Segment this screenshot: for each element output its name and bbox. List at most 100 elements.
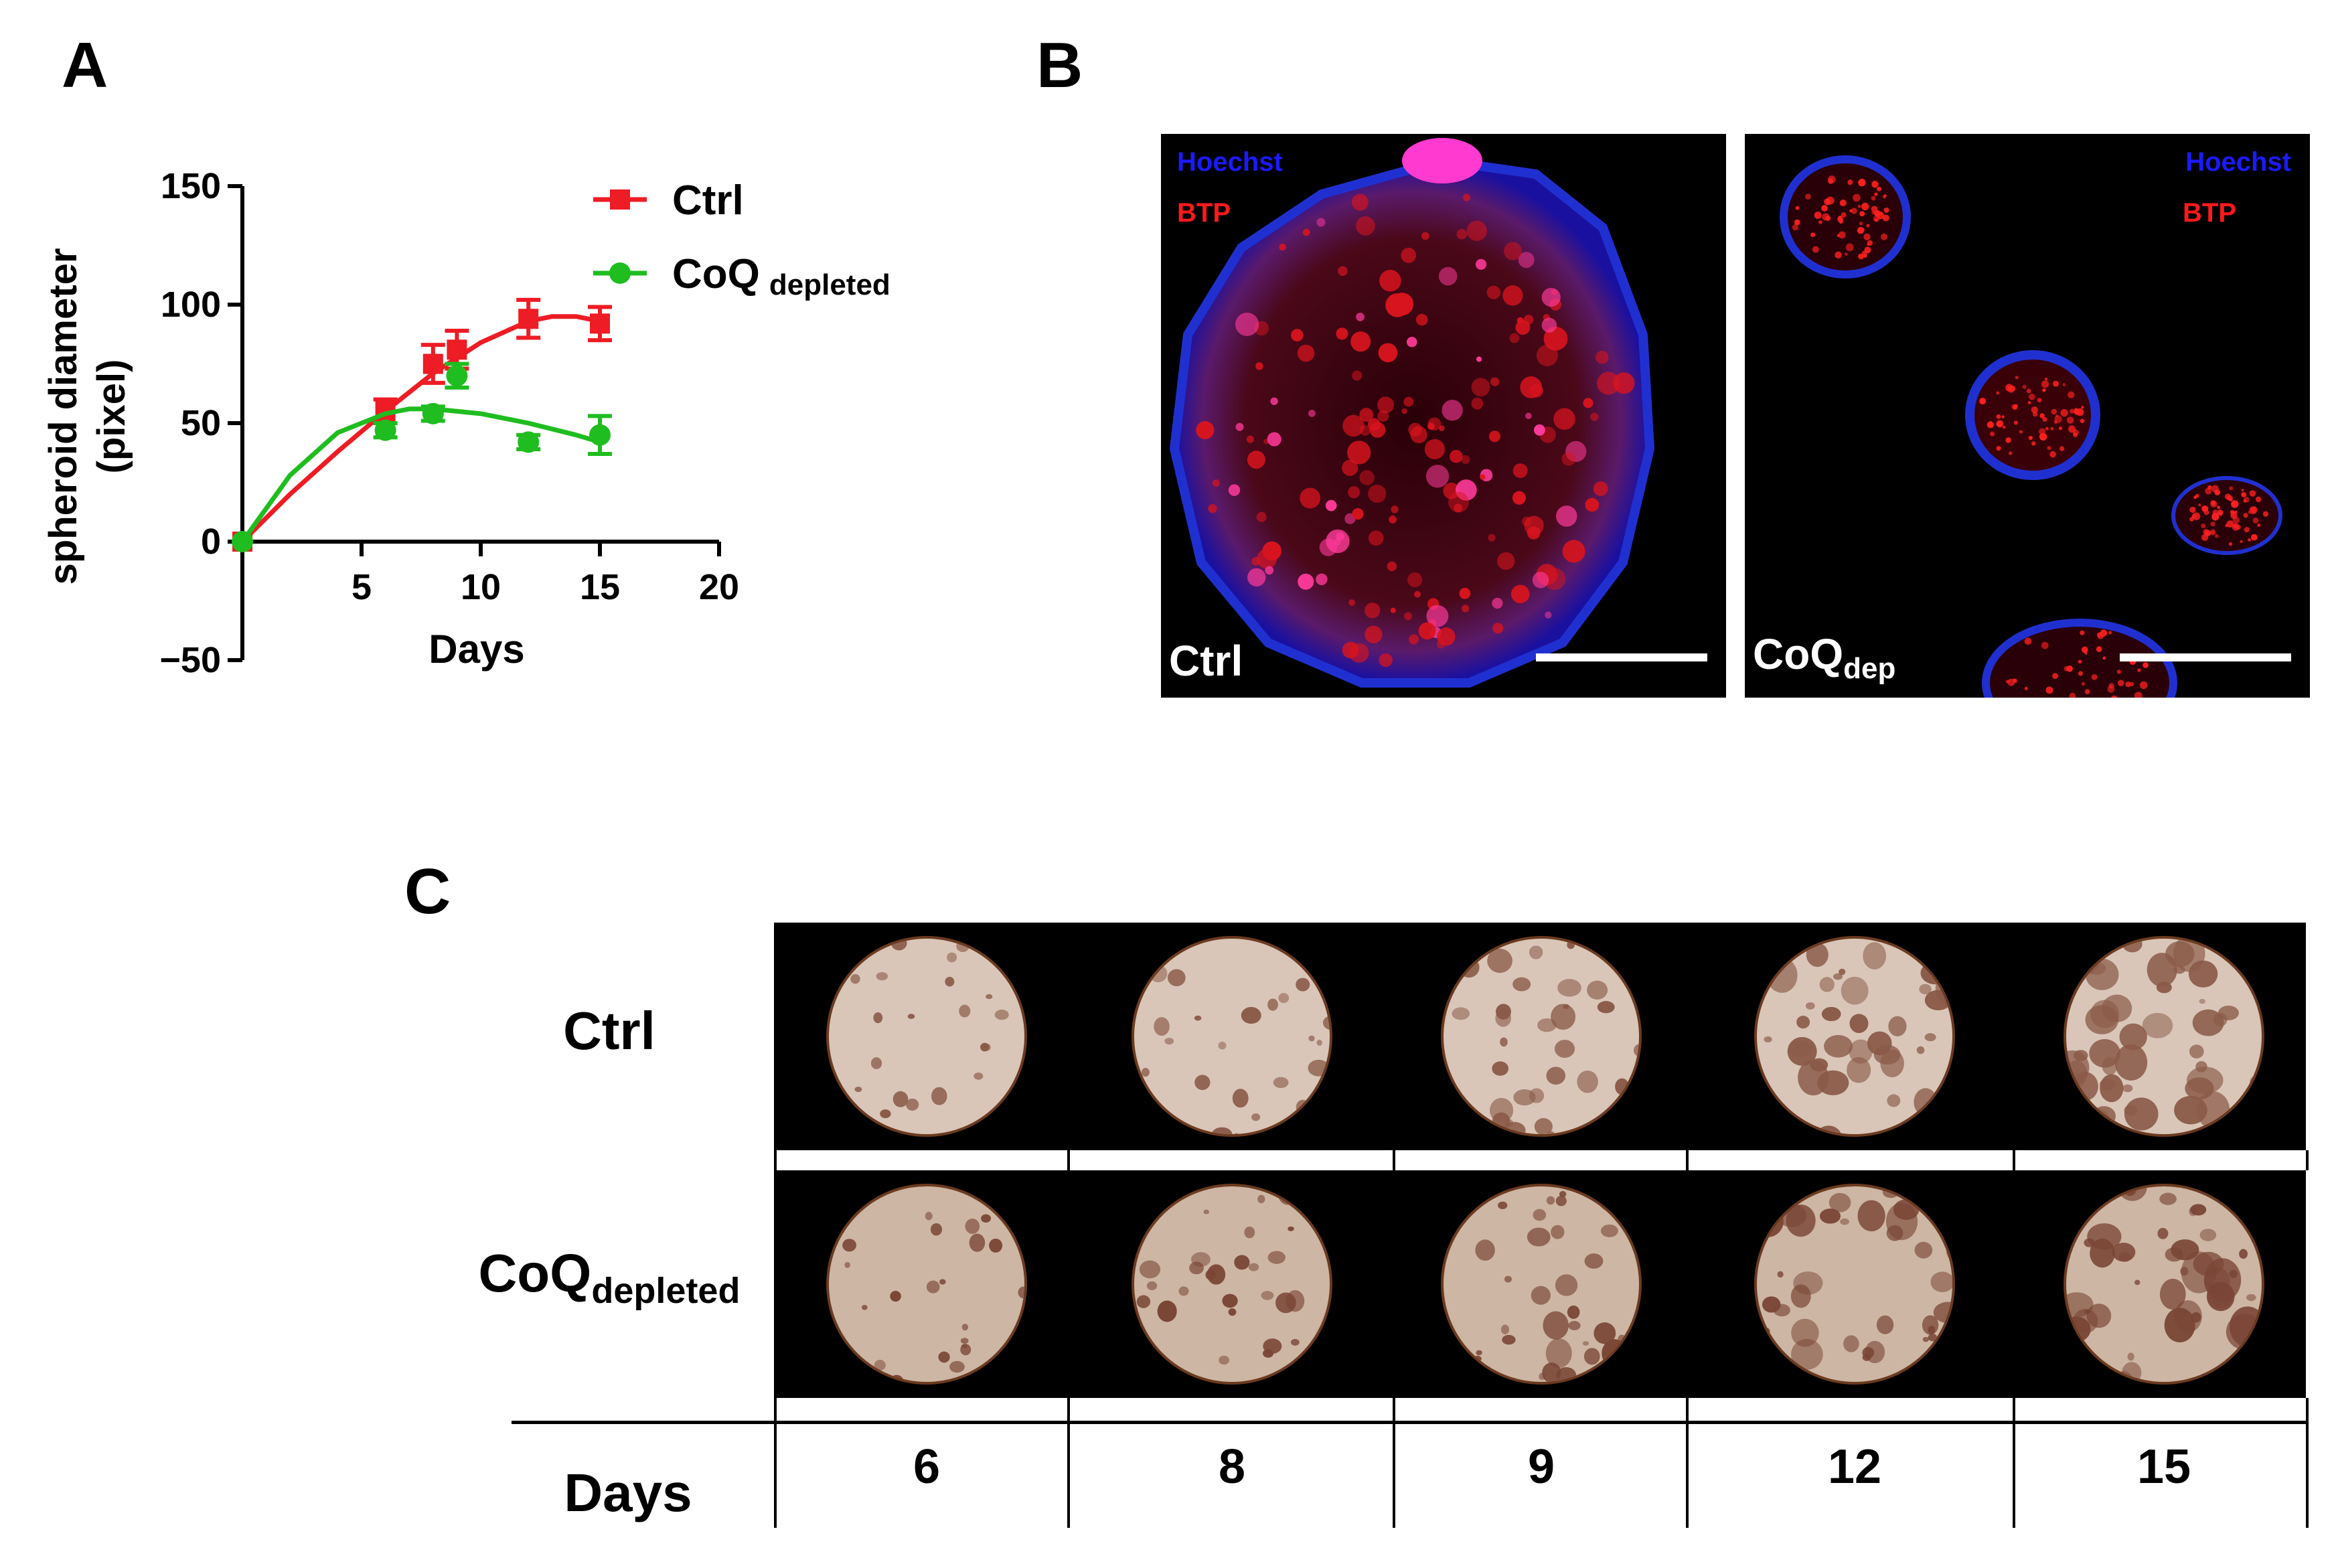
red-dot: [2041, 641, 2049, 649]
red-dot: [2009, 385, 2016, 392]
red-dot: [1825, 216, 1831, 221]
day-label: 15: [2136, 1440, 2191, 1494]
column-divider: [774, 1150, 777, 1170]
red-dot: [2007, 678, 2015, 686]
red-dot: [1871, 195, 1876, 201]
red-dot: [1805, 193, 1811, 200]
red-dot: [1316, 573, 1328, 586]
legend-label-sub: depleted: [769, 268, 890, 301]
red-dot: [1516, 317, 1524, 324]
micrograph-coq: Hoechst BTP CoQdep: [1745, 134, 2310, 698]
red-dot: [1525, 412, 1532, 420]
well-image: [826, 1184, 1027, 1385]
red-dot: [2091, 674, 2098, 680]
red-dot: [1541, 287, 1561, 307]
red-dot: [2241, 491, 2247, 497]
red-dot: [1347, 441, 1371, 465]
x-tick-label: 20: [699, 567, 739, 607]
red-dot: [1251, 556, 1261, 566]
red-dot: [1524, 516, 1544, 536]
legend-marker: [609, 262, 631, 284]
red-dot: [1556, 505, 1577, 527]
red-dot: [2229, 497, 2233, 501]
red-dot: [2008, 451, 2013, 455]
red-dot: [2189, 506, 2196, 514]
red-dot: [1442, 400, 1463, 421]
y-tick-label: 0: [201, 522, 221, 562]
red-dot: [1996, 446, 2001, 451]
red-dot: [2032, 412, 2038, 417]
red-dot: [1279, 243, 1286, 251]
red-dot: [2028, 436, 2033, 441]
red-dot: [1866, 224, 1870, 228]
red-dot: [2031, 441, 2036, 446]
red-dot: [1561, 452, 1575, 466]
red-dot: [2045, 686, 2053, 694]
well-image: [1754, 936, 1955, 1137]
red-dot: [1851, 208, 1857, 214]
red-dot: [1488, 430, 1501, 443]
red-dot: [1291, 329, 1304, 341]
red-dot: [2244, 527, 2250, 533]
red-dot: [2044, 377, 2048, 381]
red-dot: [2060, 408, 2068, 417]
red-dot: [1377, 396, 1395, 414]
red-dot: [2137, 668, 2141, 672]
red-dot: [1415, 313, 1428, 326]
ctrl-red-dots: [1196, 193, 1635, 668]
red-dot: [1590, 412, 1599, 421]
column-divider: [1067, 1150, 1070, 1170]
red-dot: [2214, 489, 2221, 495]
red-dot: [1979, 398, 1987, 405]
red-dot: [2013, 405, 2018, 410]
well-image: [1441, 936, 1642, 1137]
column-divider: [1686, 1150, 1689, 1170]
x-axis-label: Days: [429, 627, 524, 672]
red-dot: [1818, 220, 1822, 224]
red-dot: [1502, 285, 1523, 306]
red-dot: [1267, 432, 1281, 447]
red-dot: [2081, 406, 2084, 409]
x-tick-label: 5: [352, 567, 372, 607]
y-tick-label: 100: [161, 285, 221, 325]
red-dot: [1876, 211, 1885, 220]
red-dot: [1256, 512, 1267, 522]
red-dot: [2143, 661, 2149, 668]
well-image: [826, 936, 1027, 1137]
red-dot: [1350, 331, 1371, 352]
red-dot: [1863, 233, 1871, 241]
scale-bar: [2120, 653, 2291, 661]
red-dot: [1389, 515, 1397, 524]
red-dot: [1480, 474, 1486, 480]
red-dot: [2080, 418, 2085, 423]
days-axis-label: Days: [564, 1463, 692, 1522]
red-dot: [2207, 485, 2212, 490]
red-dot: [1826, 196, 1835, 205]
red-dot: [1407, 572, 1423, 588]
red-dot: [1408, 634, 1419, 645]
red-dot: [2232, 516, 2240, 524]
red-dot: [1545, 611, 1552, 619]
red-dot: [2189, 517, 2194, 522]
red-dot: [1871, 181, 1879, 188]
y-tick-label: −50: [159, 640, 221, 680]
red-dot: [1404, 612, 1413, 621]
data-point: [518, 431, 540, 453]
red-dot: [2230, 509, 2235, 514]
data-point: [446, 365, 468, 387]
red-dot: [2052, 673, 2059, 680]
red-dot: [1492, 623, 1504, 634]
red-dot: [2058, 426, 2063, 430]
red-dot: [2015, 376, 2019, 380]
red-dot: [2052, 380, 2059, 387]
scale-bar: [1536, 653, 1707, 661]
red-dot: [2039, 413, 2045, 418]
channel-label-hoechst: Hoechst: [2185, 147, 2291, 177]
red-dot: [2042, 416, 2047, 422]
red-dot: [2244, 496, 2250, 503]
condition-label-coq: CoQdep: [1753, 630, 1896, 685]
red-dot: [1838, 231, 1846, 239]
legend-label: CoQ depleted: [672, 251, 890, 301]
red-dot: [2201, 524, 2206, 529]
red-dot: [2062, 383, 2066, 386]
